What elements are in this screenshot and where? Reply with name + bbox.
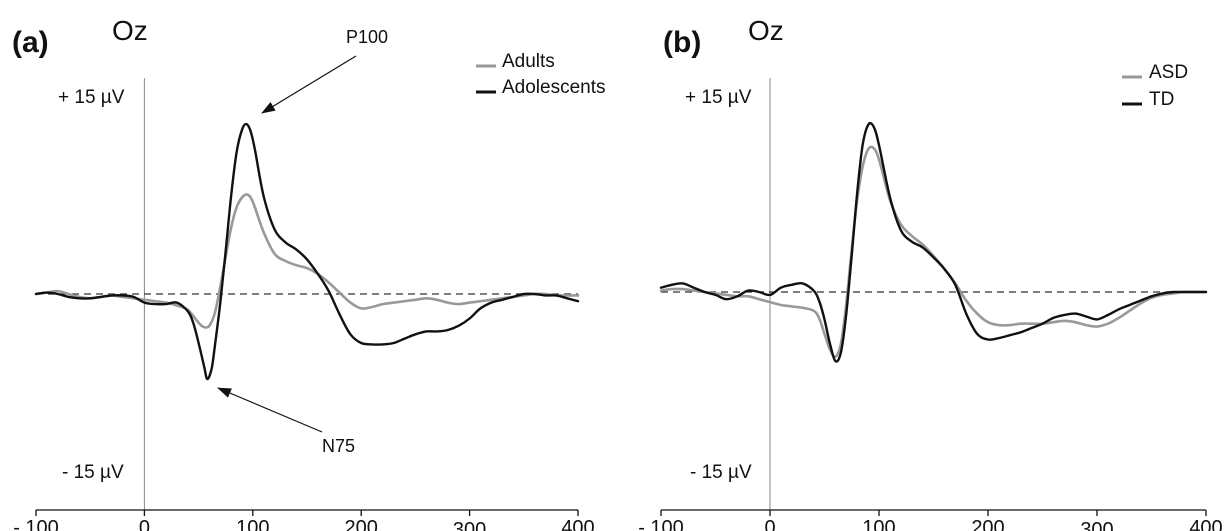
x-tick-label: - 100	[638, 517, 684, 531]
legend-label: Adolescents	[502, 77, 606, 98]
annotation-label-n75: N75	[322, 436, 355, 456]
x-tick-label: 200	[971, 517, 1004, 531]
x-tick-label: 0	[139, 517, 150, 531]
x-tick-label: 100	[236, 517, 269, 531]
x-tick-label: 100	[862, 517, 895, 531]
series-line-adolescents	[34, 122, 580, 381]
electrode-label: Oz	[112, 15, 148, 46]
annotation-arrow	[217, 387, 323, 433]
electrode-label: Oz	[748, 15, 784, 46]
panel-label: (b)	[663, 26, 701, 59]
x-tick-label: 300	[1080, 519, 1113, 531]
annotation-label-p100: P100	[346, 27, 388, 47]
panel-a: (a) Oz + 15 µV - 15 µV - 100 0 100 200 300 400 Adu…	[12, 15, 606, 531]
legend-label: TD	[1149, 89, 1174, 110]
series-line-td	[659, 121, 1208, 363]
y-top-label: + 15 µV	[685, 87, 752, 108]
legend-label: Adults	[502, 51, 555, 72]
panel-b: (b) Oz + 15 µV - 15 µV - 100 0 100 200 300 400 ASD…	[638, 15, 1222, 531]
x-tick-label: 400	[1189, 517, 1222, 531]
x-tick-label: 0	[764, 517, 775, 531]
y-bottom-label: - 15 µV	[690, 462, 752, 483]
series-line-asd	[659, 145, 1208, 359]
x-tick-label: - 100	[13, 517, 59, 531]
x-tick-label: 400	[561, 517, 594, 531]
x-tick-label: 300	[453, 519, 486, 531]
annotation-arrow	[261, 55, 357, 114]
legend-label: ASD	[1149, 62, 1188, 83]
y-top-label: + 15 µV	[58, 87, 125, 108]
x-tick-label: 200	[345, 517, 378, 531]
panel-label: (a)	[12, 26, 49, 59]
y-bottom-label: - 15 µV	[62, 462, 124, 483]
